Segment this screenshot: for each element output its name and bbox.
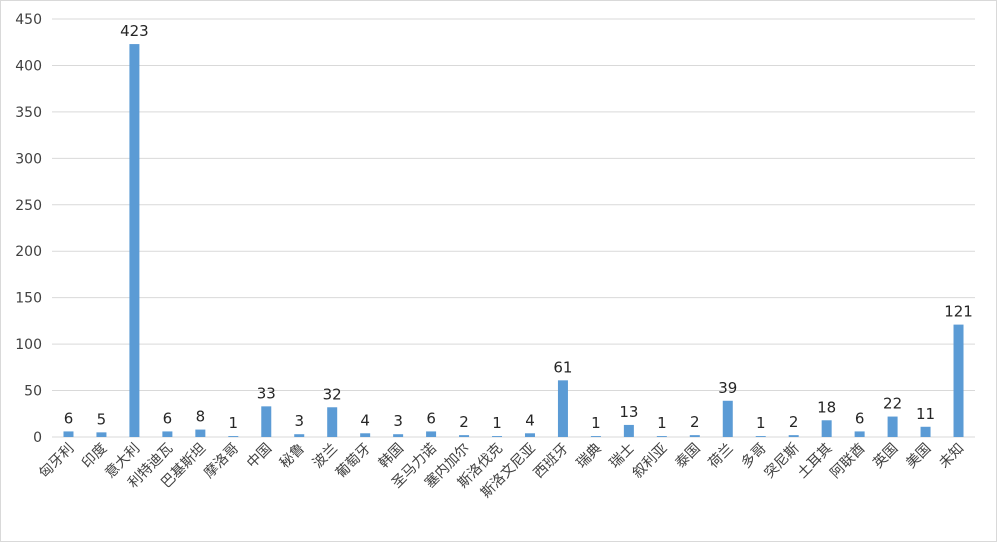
bar xyxy=(623,424,634,437)
data-label: 33 xyxy=(257,384,276,402)
data-label: 1 xyxy=(657,414,667,432)
data-label: 2 xyxy=(459,413,469,431)
data-label: 5 xyxy=(97,410,107,428)
data-label: 8 xyxy=(196,408,206,426)
data-label: 13 xyxy=(619,403,638,421)
bar xyxy=(393,434,404,437)
bar xyxy=(63,431,74,437)
bar xyxy=(426,431,437,437)
y-tick-label: 350 xyxy=(15,105,42,121)
y-tick-label: 150 xyxy=(15,291,42,307)
bar xyxy=(656,436,667,437)
data-label: 1 xyxy=(591,414,601,432)
bar xyxy=(360,433,371,437)
data-label: 22 xyxy=(883,395,902,413)
data-label: 1 xyxy=(756,414,766,432)
data-label: 121 xyxy=(944,303,973,321)
data-label: 32 xyxy=(323,385,342,403)
bar xyxy=(788,435,799,437)
y-tick-label: 200 xyxy=(15,244,42,260)
data-label: 3 xyxy=(393,412,403,430)
bar xyxy=(953,324,964,437)
data-label: 1 xyxy=(492,414,502,432)
data-label: 39 xyxy=(718,379,737,397)
bar xyxy=(261,406,272,437)
y-tick-label: 250 xyxy=(15,198,42,214)
y-tick-label: 100 xyxy=(15,337,42,353)
data-label: 2 xyxy=(789,413,799,431)
data-label: 6 xyxy=(855,409,865,427)
data-label: 61 xyxy=(553,358,572,376)
bar xyxy=(755,436,766,437)
bar xyxy=(920,426,931,437)
bar xyxy=(162,431,173,437)
bar xyxy=(96,432,107,437)
bar xyxy=(524,433,535,437)
bar xyxy=(722,400,733,437)
data-label: 6 xyxy=(64,409,74,427)
bar xyxy=(129,44,140,437)
bar xyxy=(689,435,700,437)
data-label: 11 xyxy=(916,405,935,423)
data-label: 18 xyxy=(817,398,836,416)
y-tick-label: 50 xyxy=(24,384,42,400)
bar xyxy=(294,434,305,437)
data-label: 3 xyxy=(294,412,304,430)
bar xyxy=(459,435,470,437)
bar xyxy=(590,436,601,437)
bar xyxy=(228,436,239,437)
data-label: 4 xyxy=(525,411,535,429)
bar xyxy=(492,436,503,437)
y-tick-label: 300 xyxy=(15,151,42,167)
data-label: 423 xyxy=(120,22,149,40)
bar xyxy=(854,431,865,437)
bar xyxy=(821,420,832,437)
y-tick-label: 0 xyxy=(33,430,42,446)
bar xyxy=(195,429,206,437)
data-label: 2 xyxy=(690,413,700,431)
bar xyxy=(887,416,898,437)
bar xyxy=(327,407,338,437)
y-tick-label: 450 xyxy=(15,12,42,28)
bar xyxy=(557,380,568,437)
data-label: 4 xyxy=(360,411,370,429)
data-label: 6 xyxy=(426,409,436,427)
data-label: 6 xyxy=(163,409,173,427)
data-label: 1 xyxy=(229,414,239,432)
y-tick-label: 400 xyxy=(15,58,42,74)
